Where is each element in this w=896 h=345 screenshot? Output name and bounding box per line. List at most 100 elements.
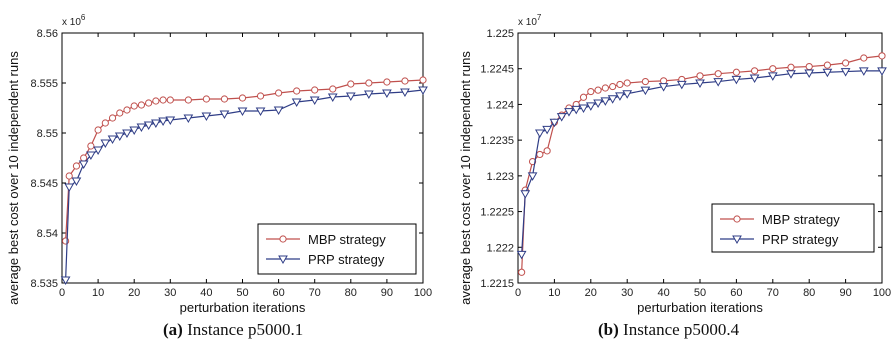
data-point-mbp [72, 162, 81, 170]
data-point-prp [749, 74, 760, 84]
y-tick-label: 8.545 [30, 178, 58, 190]
data-point-mbp [579, 93, 588, 101]
x-tick-label: 100 [873, 287, 891, 299]
data-point-mbp [116, 109, 124, 117]
y-tick-label: 8.54 [37, 228, 58, 240]
data-point-mbp [152, 97, 160, 105]
data-point-prp [309, 96, 320, 106]
data-point-prp [516, 250, 527, 260]
data-point-mbp [145, 99, 153, 107]
data-point-prp [556, 113, 567, 122]
x-tick-label: 70 [309, 287, 321, 299]
y-tick-label: 1.2245 [480, 64, 514, 76]
x-tick-label: 0 [515, 287, 521, 299]
data-point-prp [129, 126, 140, 136]
x-tick-label: 80 [803, 287, 815, 299]
legend: MBP strategy PRP strategy [711, 203, 875, 253]
data-point-mbp [732, 68, 741, 76]
x-tick-label: 70 [767, 287, 779, 299]
data-point-prp [363, 90, 374, 100]
data-point-prp [64, 183, 75, 193]
data-point-mbp [293, 87, 301, 95]
data-point-prp [822, 68, 833, 78]
data-point-prp [382, 89, 392, 99]
legend-marker-mbp [279, 235, 287, 243]
data-point-mbp [660, 77, 668, 85]
x-axis-label: perturbation iterations [180, 300, 306, 315]
data-point-mbp [383, 78, 391, 86]
data-point-mbp [623, 79, 631, 87]
data-point-prp [219, 110, 230, 120]
x-tick-label: 20 [585, 287, 597, 299]
data-point-prp [549, 118, 560, 128]
data-point-mbp [123, 106, 131, 114]
data-point-prp [60, 276, 71, 286]
legend-marker-mbp [733, 215, 741, 223]
data-point-prp [143, 121, 154, 131]
data-point-mbp [108, 114, 117, 122]
data-point-mbp [256, 92, 265, 100]
data-point-mbp [238, 94, 247, 102]
data-point-prp [877, 67, 887, 76]
legend-box [711, 203, 875, 253]
data-point-mbp [769, 65, 777, 73]
caption-a: (a) Instance p5000.1 [163, 320, 303, 340]
data-point-prp [158, 117, 168, 127]
data-point-prp [114, 132, 125, 142]
data-point-mbp [601, 84, 609, 92]
data-point-mbp [329, 85, 337, 93]
data-point-prp [400, 88, 410, 98]
data-point-mbp [137, 101, 146, 109]
caption-b-label: (b) [598, 320, 619, 339]
data-point-mbp [184, 96, 192, 104]
y-tick-label: 8.55 [37, 128, 58, 140]
data-point-mbp [419, 76, 427, 84]
data-point-prp [564, 108, 574, 117]
data-point-prp [534, 129, 545, 139]
x-tick-label: 10 [548, 287, 560, 299]
data-point-mbp [94, 126, 102, 134]
data-point-mbp [609, 82, 617, 91]
data-point-mbp [616, 80, 624, 89]
data-point-mbp [220, 95, 229, 103]
x-tick-label: 90 [839, 287, 851, 299]
x-tick-label: 0 [59, 287, 65, 299]
chart-b: 0 10 20 30 40 50 60 70 80 90 100 1.2215 1.222 1.2225 1… [458, 13, 891, 315]
y-tick-label: 1.2225 [480, 207, 514, 219]
data-point-prp [520, 190, 531, 199]
y-tick-label: 8.555 [30, 78, 58, 90]
x-tick-label: 50 [236, 287, 248, 299]
data-point-prp [713, 78, 724, 87]
y-tick-label: 1.224 [486, 99, 514, 111]
x-tick-label: 20 [128, 287, 140, 299]
x-tick-label: 60 [730, 287, 742, 299]
caption-b: (b) Instance p5000.4 [598, 320, 739, 340]
data-point-prp [122, 129, 132, 139]
x-axis-label: perturbation iterations [637, 300, 763, 315]
y-exponent-base: x 10 [62, 17, 81, 28]
data-point-prp [150, 119, 161, 129]
data-point-prp [585, 102, 596, 111]
data-point-prp [100, 139, 111, 149]
data-point-prp [418, 86, 428, 96]
chart-a: 0 10 20 30 40 50 60 70 80 90 100 8.535 8.54 8.545 8.55… [6, 13, 432, 315]
data-point-mbp [166, 96, 174, 104]
series-prp [516, 67, 887, 260]
data-point-prp [86, 151, 96, 161]
data-point-mbp [347, 80, 355, 88]
y-exponent-label: x 107 [518, 13, 542, 28]
data-point-mbp [80, 154, 88, 162]
data-point-prp [165, 116, 176, 126]
data-point-prp [237, 107, 248, 117]
legend-label-mbp: MBP strategy [308, 232, 386, 247]
y-tick-label: 1.2215 [480, 278, 514, 290]
data-point-prp [858, 67, 869, 76]
data-point-mbp [401, 77, 409, 85]
data-point-mbp [275, 89, 283, 97]
y-exponent-power: 6 [81, 13, 86, 22]
y-tick-label: 1.225 [486, 28, 514, 40]
data-point-mbp [130, 102, 138, 110]
x-tick-label: 80 [345, 287, 357, 299]
series-prp [60, 86, 428, 286]
